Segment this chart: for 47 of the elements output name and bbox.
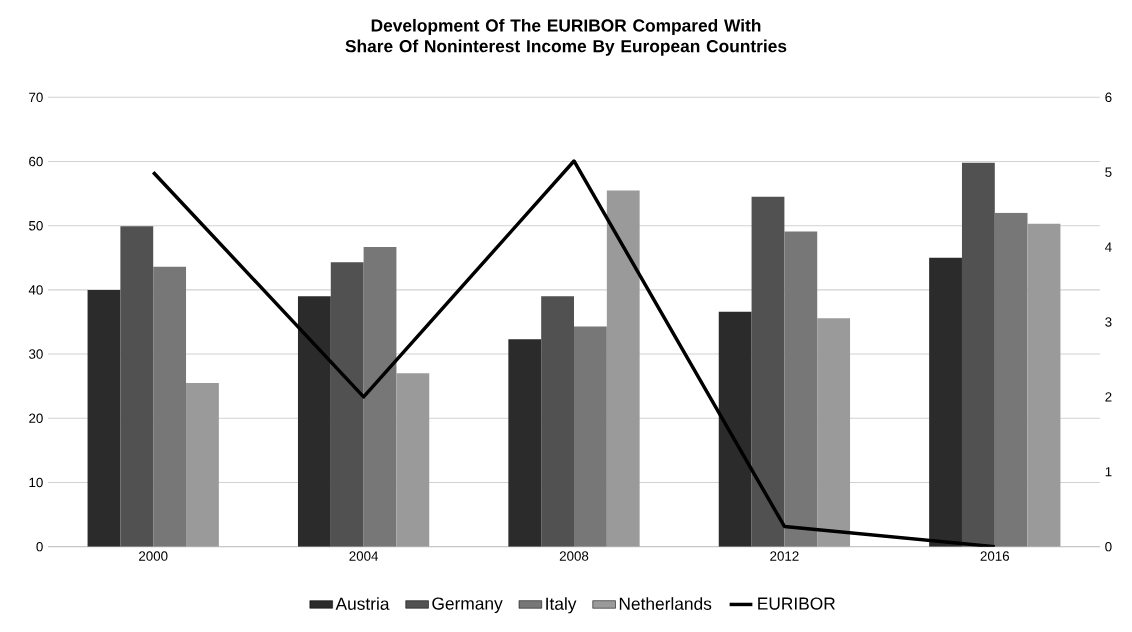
bar (817, 318, 851, 547)
bar (994, 212, 1028, 547)
legend-label: Austria (335, 597, 390, 610)
y2-tick-label: 0 (1105, 541, 1112, 552)
bar (297, 296, 331, 547)
y2-tick-label: 1 (1105, 467, 1112, 477)
y-tick-label: 0 (36, 541, 43, 552)
y-tick-label: 50 (29, 221, 43, 231)
y-tick-label: 40 (28, 285, 43, 295)
y2-tick-label: 5 (1105, 167, 1112, 177)
bar (363, 246, 397, 547)
y2-tick-label: 2 (1105, 392, 1112, 402)
x-tick-label: 2004 (349, 551, 379, 561)
y2-tick-label: 6 (1105, 92, 1112, 103)
x-tick-label: 2016 (980, 551, 1010, 561)
x-tick-label: 2012 (770, 551, 799, 561)
bar (153, 266, 187, 547)
y-tick-label: 20 (29, 413, 43, 423)
legend-label: Netherlands (619, 597, 712, 610)
legend-label: EURIBOR (758, 597, 835, 610)
x-tick-label: 2000 (139, 551, 168, 561)
legend-label: Italy (546, 597, 577, 614)
y-tick-label: 10 (29, 477, 43, 488)
bar (87, 289, 121, 547)
bar (606, 190, 640, 547)
y2-tick-label: 4 (1105, 242, 1112, 252)
bar (508, 339, 542, 547)
x-tick-label: 2008 (559, 551, 589, 561)
y-tick-label: 60 (29, 156, 43, 167)
bar (541, 296, 574, 547)
bar (961, 162, 995, 547)
y2-tick-label: 3 (1105, 317, 1112, 327)
bar (1027, 223, 1061, 547)
bar (574, 326, 607, 547)
y-tick-label: 30 (28, 349, 43, 359)
y-tick-label: 70 (29, 92, 43, 103)
bar (330, 262, 364, 547)
bar (120, 226, 154, 547)
bar (784, 231, 818, 547)
line-series (151, 159, 997, 547)
chart-title: Development Of The EURIBOR Compared With Share Of Noninterest Income By European Countries (345, 18, 787, 56)
bar (718, 311, 752, 547)
bar (186, 382, 219, 547)
legend-label: Germany (432, 597, 503, 614)
bar (929, 257, 962, 547)
bar (396, 373, 430, 547)
bar (751, 196, 785, 547)
